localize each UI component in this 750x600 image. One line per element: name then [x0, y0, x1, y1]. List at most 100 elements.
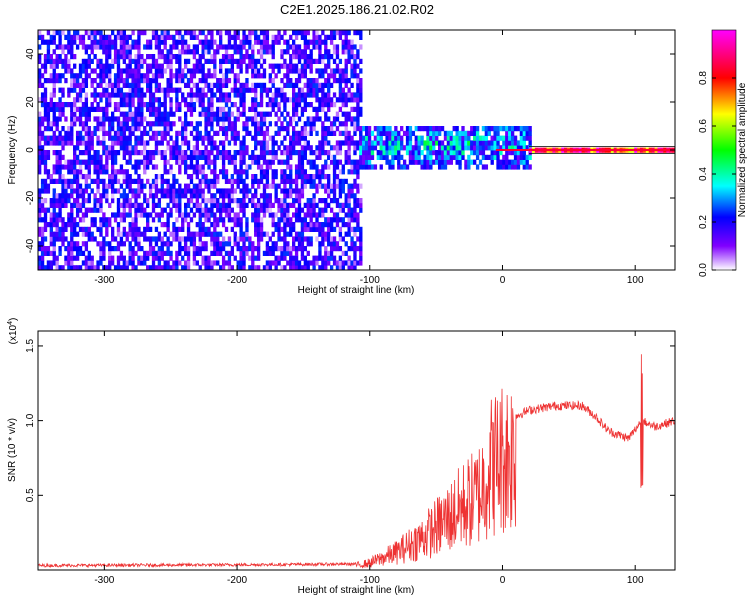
heatmap-cell — [157, 140, 162, 146]
heatmap-cell — [102, 222, 106, 228]
heatmap-cell — [137, 260, 141, 266]
heatmap-cell — [183, 97, 188, 103]
heatmap-cell — [359, 207, 363, 213]
heatmap-cell — [327, 174, 331, 180]
heatmap-cell — [216, 78, 220, 84]
heatmap-cell — [183, 121, 188, 127]
heatmap-cell — [102, 111, 106, 117]
heatmap-cell — [446, 135, 451, 141]
y-tick-label: 1.0 — [25, 413, 36, 427]
heatmap-cell — [426, 140, 430, 146]
heatmap-cell — [113, 212, 118, 218]
heatmap-cell — [461, 154, 465, 160]
heatmap-cell — [70, 39, 74, 45]
heatmap-cell — [125, 97, 129, 103]
heatmap-cell — [242, 250, 246, 256]
heatmap-cell — [233, 116, 237, 122]
heatmap-cell — [134, 169, 138, 175]
heatmap-cell — [475, 164, 480, 170]
heatmap-cell — [75, 78, 80, 84]
heatmap-cell — [338, 159, 343, 165]
heatmap-cell — [254, 102, 258, 108]
heatmap-cell — [52, 58, 56, 64]
heatmap-cell — [70, 106, 74, 112]
heatmap-cell — [160, 73, 164, 79]
heatmap-cell — [262, 150, 267, 156]
heatmap-cell — [99, 82, 103, 88]
heatmap-cell — [367, 126, 372, 132]
heatmap-cell — [113, 265, 118, 270]
heatmap-cell — [256, 241, 261, 247]
heatmap-cell — [116, 207, 121, 213]
heatmap-cell — [303, 63, 307, 69]
heatmap-cell — [280, 87, 284, 93]
heatmap-cell — [105, 111, 109, 117]
heatmap-cell — [452, 135, 456, 141]
heatmap-cell — [81, 121, 86, 127]
heatmap-cell — [341, 92, 345, 98]
heatmap-cell — [236, 106, 240, 112]
heatmap-cell — [105, 145, 109, 151]
heatmap-cell — [347, 159, 351, 165]
heatmap-cell — [175, 231, 179, 237]
heatmap-cell — [49, 106, 53, 112]
heatmap-cell — [157, 97, 162, 103]
heatmap-cell — [321, 135, 325, 141]
heatmap-cell — [84, 159, 89, 165]
heatmap-cell — [169, 198, 173, 204]
heatmap-cell — [207, 212, 211, 218]
heatmap-cell — [178, 241, 182, 247]
heatmap-cell — [64, 159, 68, 165]
heatmap-cell — [189, 188, 194, 194]
heatmap-cell — [55, 30, 59, 36]
heatmap-cell — [312, 116, 316, 122]
heatmap-cell — [125, 126, 129, 132]
heatmap-cell — [70, 121, 74, 127]
heatmap-cell — [262, 135, 267, 141]
heatmap-cell — [341, 169, 345, 175]
heatmap-cell — [140, 30, 144, 36]
heatmap-cell — [157, 87, 162, 93]
heatmap-cell — [207, 68, 211, 74]
heatmap-cell — [84, 30, 89, 36]
heatmap-cell — [321, 241, 325, 247]
heatmap-cell — [151, 150, 156, 156]
heatmap-cell — [61, 140, 65, 146]
heatmap-cell — [353, 198, 357, 204]
heatmap-cell — [195, 58, 199, 64]
heatmap-cell — [251, 87, 255, 93]
heatmap-cell — [183, 82, 188, 88]
heatmap-cell — [154, 145, 159, 151]
heatmap-cell — [219, 82, 223, 88]
heatmap-cell — [38, 159, 42, 165]
heatmap-cell — [195, 121, 199, 127]
heatmap-cell — [110, 255, 115, 261]
heatmap-cell — [108, 183, 112, 189]
heatmap-cell — [172, 202, 176, 208]
heatmap-cell — [277, 226, 281, 232]
heatmap-cell — [359, 159, 363, 165]
heatmap-cell — [300, 183, 305, 189]
heatmap-cell — [169, 145, 173, 151]
heatmap-cell — [254, 174, 258, 180]
heatmap-cell — [364, 130, 369, 136]
heatmap-cell — [230, 130, 235, 136]
heatmap-cell — [134, 116, 138, 122]
heatmap-cell — [102, 236, 106, 242]
heatmap-cell — [289, 169, 293, 175]
heatmap-cell — [265, 174, 270, 180]
heatmap-cell — [67, 135, 71, 141]
heatmap-cell — [327, 260, 331, 266]
heatmap-cell — [207, 30, 211, 36]
heatmap-cell — [248, 236, 252, 242]
heatmap-cell — [251, 102, 255, 108]
heatmap-cell — [321, 207, 325, 213]
heatmap-cell — [344, 34, 348, 40]
heatmap-cell — [128, 183, 132, 189]
heatmap-cell — [294, 231, 299, 237]
heatmap-cell — [347, 202, 351, 208]
heatmap-cell — [449, 150, 453, 156]
heatmap-cell — [189, 30, 194, 36]
heatmap-cell — [350, 265, 354, 270]
heatmap-cell — [455, 145, 459, 151]
